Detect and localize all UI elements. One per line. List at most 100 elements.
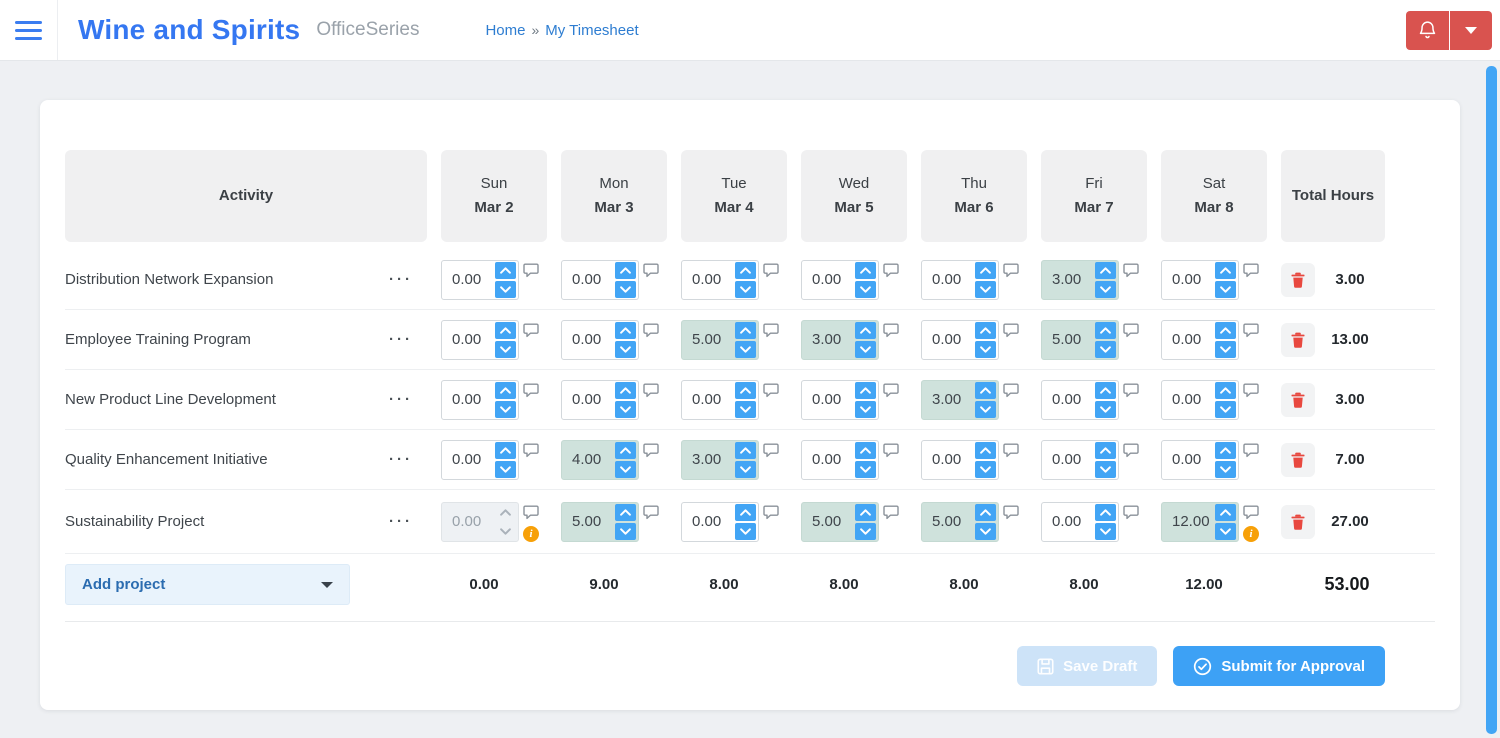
hours-input[interactable]: 0.00 bbox=[681, 259, 759, 300]
notifications-button[interactable] bbox=[1406, 10, 1449, 50]
spinner-down-icon[interactable] bbox=[495, 280, 516, 298]
spinner-down-icon[interactable] bbox=[1095, 400, 1116, 418]
hours-input[interactable]: 0.00 bbox=[1161, 319, 1239, 360]
spinner-up-icon[interactable] bbox=[1215, 441, 1236, 459]
spinner-down-icon[interactable] bbox=[975, 340, 996, 358]
delete-row-button[interactable] bbox=[1281, 504, 1315, 539]
comment-icon[interactable] bbox=[763, 383, 779, 398]
spinner-up-icon[interactable] bbox=[975, 503, 996, 521]
spinner-up-icon[interactable] bbox=[855, 441, 876, 459]
spinner-down-icon[interactable] bbox=[735, 280, 756, 298]
comment-icon[interactable] bbox=[883, 263, 899, 278]
comment-icon[interactable] bbox=[1003, 383, 1019, 398]
comment-icon[interactable] bbox=[883, 383, 899, 398]
submit-for-approval-button[interactable]: Submit for Approval bbox=[1173, 646, 1385, 686]
comment-icon[interactable] bbox=[523, 383, 539, 398]
hours-input[interactable]: 0.00 bbox=[441, 379, 519, 420]
hours-input[interactable]: 0.00 bbox=[921, 319, 999, 360]
hours-input[interactable]: 5.00 bbox=[681, 319, 759, 360]
spinner-down-icon[interactable] bbox=[735, 400, 756, 418]
hours-input[interactable]: 0.00 bbox=[1041, 379, 1119, 420]
spinner-down-icon[interactable] bbox=[855, 400, 876, 418]
spinner-up-icon[interactable] bbox=[735, 261, 756, 279]
hours-input[interactable]: 3.00 bbox=[921, 379, 999, 420]
row-options-button[interactable]: ··· bbox=[387, 388, 415, 411]
spinner-down-icon[interactable] bbox=[855, 460, 876, 478]
breadcrumb-home-link[interactable]: Home bbox=[485, 21, 526, 39]
spinner-up-icon[interactable] bbox=[975, 441, 996, 459]
hours-input[interactable]: 3.00 bbox=[801, 319, 879, 360]
spinner-down-icon[interactable] bbox=[855, 522, 876, 540]
spinner-up-icon[interactable] bbox=[615, 441, 636, 459]
spinner-up-icon[interactable] bbox=[495, 261, 516, 279]
hours-input[interactable]: 0.00 bbox=[1161, 259, 1239, 300]
spinner-down-icon[interactable] bbox=[495, 523, 516, 540]
spinner-down-icon[interactable] bbox=[1095, 460, 1116, 478]
spinner-up-icon[interactable] bbox=[1095, 261, 1116, 279]
vertical-scrollbar[interactable] bbox=[1486, 66, 1497, 734]
spinner-down-icon[interactable] bbox=[975, 280, 996, 298]
spinner-down-icon[interactable] bbox=[1215, 340, 1236, 358]
spinner-up-icon[interactable] bbox=[1215, 261, 1236, 279]
hours-input[interactable]: 0.00 bbox=[441, 259, 519, 300]
comment-icon[interactable] bbox=[643, 443, 659, 458]
hours-input[interactable]: 0.00 bbox=[441, 319, 519, 360]
spinner-up-icon[interactable] bbox=[1095, 441, 1116, 459]
spinner-down-icon[interactable] bbox=[495, 460, 516, 478]
comment-icon[interactable] bbox=[1243, 443, 1259, 458]
spinner-down-icon[interactable] bbox=[1215, 522, 1236, 540]
spinner-up-icon[interactable] bbox=[855, 503, 876, 521]
comment-icon[interactable] bbox=[763, 505, 779, 520]
user-menu-button[interactable] bbox=[1449, 10, 1492, 50]
hours-input[interactable]: 4.00 bbox=[561, 439, 639, 480]
hours-input[interactable]: 5.00 bbox=[561, 501, 639, 542]
spinner-up-icon[interactable] bbox=[615, 381, 636, 399]
spinner-up-icon[interactable] bbox=[735, 381, 756, 399]
spinner-up-icon[interactable] bbox=[1215, 503, 1236, 521]
hours-input[interactable]: 12.00 bbox=[1161, 501, 1239, 542]
spinner-down-icon[interactable] bbox=[495, 400, 516, 418]
spinner-down-icon[interactable] bbox=[615, 340, 636, 358]
spinner-up-icon[interactable] bbox=[495, 441, 516, 459]
hours-input[interactable]: 0.00 bbox=[1161, 439, 1239, 480]
row-options-button[interactable]: ··· bbox=[387, 510, 415, 533]
comment-icon[interactable] bbox=[763, 443, 779, 458]
spinner-down-icon[interactable] bbox=[975, 460, 996, 478]
comment-icon[interactable] bbox=[523, 263, 539, 278]
comment-icon[interactable] bbox=[643, 383, 659, 398]
delete-row-button[interactable] bbox=[1281, 442, 1315, 477]
spinner-up-icon[interactable] bbox=[975, 381, 996, 399]
spinner-down-icon[interactable] bbox=[1215, 460, 1236, 478]
comment-icon[interactable] bbox=[643, 323, 659, 338]
comment-icon[interactable] bbox=[1123, 443, 1139, 458]
hours-input[interactable]: 3.00 bbox=[681, 439, 759, 480]
delete-row-button[interactable] bbox=[1281, 262, 1315, 297]
hours-input[interactable]: 5.00 bbox=[1041, 319, 1119, 360]
comment-icon[interactable] bbox=[523, 505, 539, 520]
spinner-down-icon[interactable] bbox=[1095, 280, 1116, 298]
spinner-up-icon[interactable] bbox=[495, 504, 516, 521]
spinner-down-icon[interactable] bbox=[615, 522, 636, 540]
comment-icon[interactable] bbox=[1003, 263, 1019, 278]
row-options-button[interactable]: ··· bbox=[387, 448, 415, 471]
comment-icon[interactable] bbox=[763, 323, 779, 338]
spinner-up-icon[interactable] bbox=[1215, 381, 1236, 399]
spinner-down-icon[interactable] bbox=[1095, 340, 1116, 358]
comment-icon[interactable] bbox=[1123, 263, 1139, 278]
comment-icon[interactable] bbox=[1123, 505, 1139, 520]
comment-icon[interactable] bbox=[643, 505, 659, 520]
spinner-down-icon[interactable] bbox=[1215, 400, 1236, 418]
hours-input[interactable]: 0.00 bbox=[681, 379, 759, 420]
hours-input[interactable]: 0.00 bbox=[801, 439, 879, 480]
spinner-up-icon[interactable] bbox=[615, 261, 636, 279]
spinner-up-icon[interactable] bbox=[735, 321, 756, 339]
comment-icon[interactable] bbox=[763, 263, 779, 278]
spinner-up-icon[interactable] bbox=[1215, 321, 1236, 339]
spinner-up-icon[interactable] bbox=[855, 321, 876, 339]
row-options-button[interactable]: ··· bbox=[387, 268, 415, 291]
hours-input[interactable]: 0.00 bbox=[801, 259, 879, 300]
comment-icon[interactable] bbox=[1003, 323, 1019, 338]
spinner-down-icon[interactable] bbox=[975, 522, 996, 540]
comment-icon[interactable] bbox=[883, 443, 899, 458]
spinner-up-icon[interactable] bbox=[615, 321, 636, 339]
